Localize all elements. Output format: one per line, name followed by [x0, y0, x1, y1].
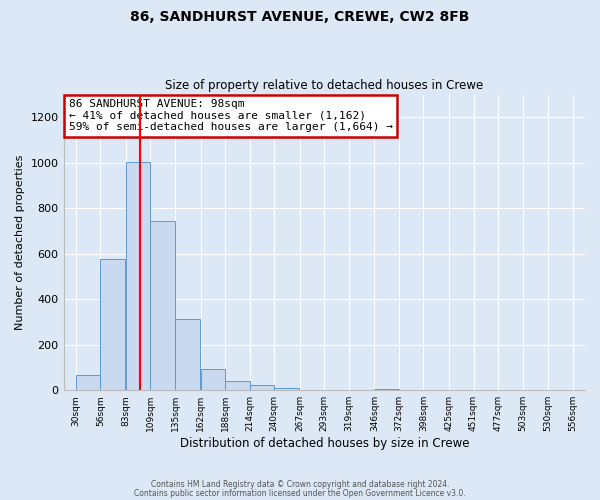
Y-axis label: Number of detached properties: Number of detached properties — [15, 154, 25, 330]
Bar — [250, 385, 274, 390]
Bar — [200, 368, 225, 390]
Bar — [274, 388, 299, 390]
Text: Contains public sector information licensed under the Open Government Licence v3: Contains public sector information licen… — [134, 488, 466, 498]
Bar — [175, 318, 200, 390]
Bar — [151, 221, 175, 390]
Text: 86 SANDHURST AVENUE: 98sqm
← 41% of detached houses are smaller (1,162)
59% of s: 86 SANDHURST AVENUE: 98sqm ← 41% of deta… — [69, 99, 393, 132]
Text: Contains HM Land Registry data © Crown copyright and database right 2024.: Contains HM Land Registry data © Crown c… — [151, 480, 449, 489]
Bar — [76, 376, 100, 390]
X-axis label: Distribution of detached houses by size in Crewe: Distribution of detached houses by size … — [179, 437, 469, 450]
Title: Size of property relative to detached houses in Crewe: Size of property relative to detached ho… — [165, 79, 484, 92]
Bar — [126, 162, 151, 390]
Bar — [225, 381, 250, 390]
Bar — [100, 260, 125, 390]
Text: 86, SANDHURST AVENUE, CREWE, CW2 8FB: 86, SANDHURST AVENUE, CREWE, CW2 8FB — [130, 10, 470, 24]
